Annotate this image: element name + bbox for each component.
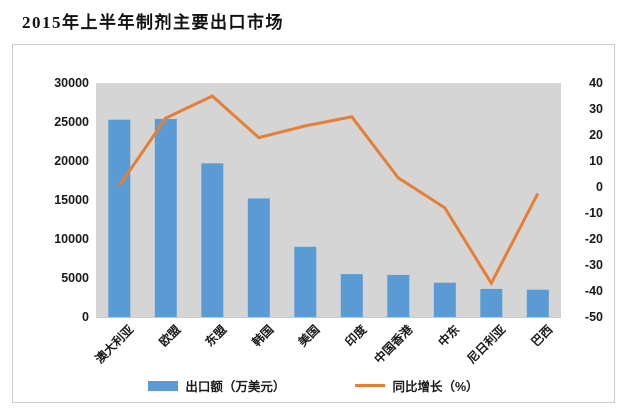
legend-label-export: 出口额（万美元）: [185, 380, 286, 394]
right-axis-tick: -30: [584, 258, 603, 272]
right-axis-tick: 40: [589, 76, 603, 90]
export-bar: [201, 163, 224, 317]
chart-card: 30000 25000 20000 15000 10000 5000 0 40 30 20 10 0…: [12, 44, 615, 403]
left-axis-tick: 5000: [61, 271, 89, 285]
export-bar: [294, 246, 317, 317]
legend-item-export: 出口额（万美元）: [148, 376, 285, 395]
right-axis-tick: -20: [584, 232, 603, 246]
x-axis-label-text: 巴西: [528, 322, 556, 350]
legend-label-growth: 同比增长（%）: [392, 380, 479, 394]
export-bar: [526, 289, 549, 317]
right-axis-tick: 0: [596, 180, 603, 194]
export-bar: [480, 288, 503, 317]
left-axis-tick: 25000: [54, 115, 89, 129]
left-axis-tick: 10000: [54, 232, 89, 246]
export-bar: [433, 282, 456, 317]
left-axis-tick: 30000: [54, 76, 89, 90]
export-bar: [247, 198, 270, 317]
export-bar: [108, 119, 131, 317]
right-axis-tick: 20: [589, 128, 603, 142]
export-bar: [340, 274, 363, 317]
right-axis-tick: 10: [589, 154, 603, 168]
x-axis-label: 巴西: [434, 321, 555, 349]
legend: 出口额（万美元） 同比增长（%）: [13, 376, 614, 395]
right-axis-tick: -50: [584, 310, 603, 324]
plot-area-svg: [108, 94, 549, 317]
left-axis-tick: 20000: [54, 154, 89, 168]
export-bar: [154, 118, 177, 317]
growth-line: [118, 94, 540, 287]
right-axis-tick: 30: [589, 102, 603, 116]
right-axis-tick: -10: [584, 206, 603, 220]
chart-title: 2015年上半年制剂主要出口市场: [22, 13, 284, 32]
plot-area: [96, 83, 561, 318]
left-axis-tick: 0: [82, 310, 89, 324]
right-axis-tick: -40: [584, 284, 603, 298]
export-bar: [387, 274, 410, 317]
line-series-swatch-icon: [355, 383, 386, 388]
bar-series-swatch-icon: [148, 380, 179, 391]
legend-item-growth: 同比增长（%）: [355, 376, 479, 395]
left-axis-tick: 15000: [54, 193, 89, 207]
